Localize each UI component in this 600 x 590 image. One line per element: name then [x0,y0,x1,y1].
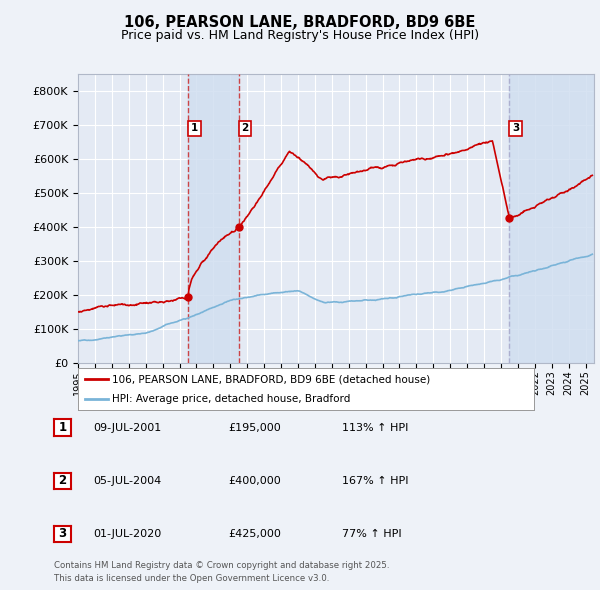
Bar [188,74,239,363]
Text: £425,000: £425,000 [228,529,281,539]
Text: Contains HM Land Registry data © Crown copyright and database right 2025.
This d: Contains HM Land Registry data © Crown c… [54,562,389,583]
Text: 2: 2 [241,123,248,133]
Text: Price paid vs. HM Land Registry's House Price Index (HPI): Price paid vs. HM Land Registry's House … [121,29,479,42]
Text: 09-JUL-2001: 09-JUL-2001 [93,423,161,432]
Text: 01-JUL-2020: 01-JUL-2020 [93,529,161,539]
Text: 3: 3 [512,123,519,133]
Bar [509,74,594,363]
Text: 106, PEARSON LANE, BRADFORD, BD9 6BE: 106, PEARSON LANE, BRADFORD, BD9 6BE [124,15,476,30]
Text: 113% ↑ HPI: 113% ↑ HPI [342,423,409,432]
Text: £400,000: £400,000 [228,476,281,486]
Text: HPI: Average price, detached house, Bradford: HPI: Average price, detached house, Brad… [112,394,350,404]
Text: 1: 1 [58,421,67,434]
Text: 2: 2 [58,474,67,487]
Text: 3: 3 [58,527,67,540]
Text: 167% ↑ HPI: 167% ↑ HPI [342,476,409,486]
Text: 106, PEARSON LANE, BRADFORD, BD9 6BE (detached house): 106, PEARSON LANE, BRADFORD, BD9 6BE (de… [112,374,430,384]
Text: £195,000: £195,000 [228,423,281,432]
Text: 05-JUL-2004: 05-JUL-2004 [93,476,161,486]
Text: 1: 1 [191,123,198,133]
Text: 77% ↑ HPI: 77% ↑ HPI [342,529,401,539]
